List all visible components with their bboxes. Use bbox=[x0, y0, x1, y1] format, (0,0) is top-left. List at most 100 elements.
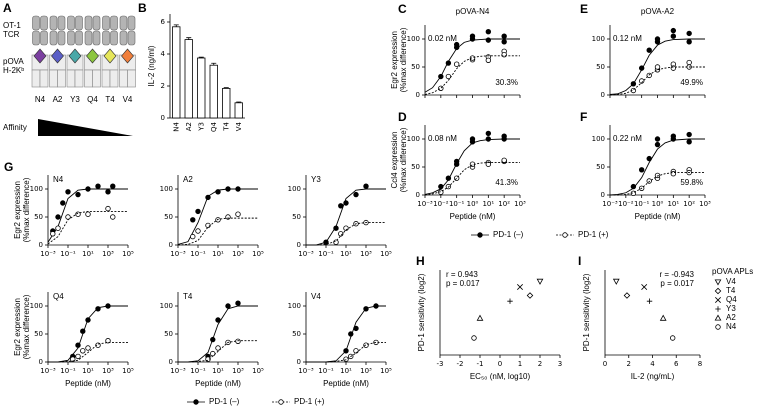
legend-label: T4 bbox=[726, 286, 736, 295]
panel-letter: D bbox=[398, 110, 407, 124]
error-bar bbox=[211, 62, 217, 66]
legend-title: pOVA APLs bbox=[712, 267, 753, 276]
tcr-chain bbox=[127, 15, 136, 31]
x-tick-label: 10⁵ bbox=[252, 367, 264, 375]
panel-letter: A bbox=[3, 1, 12, 15]
tcr-chain bbox=[49, 30, 58, 46]
marker bbox=[485, 37, 492, 43]
bar bbox=[197, 57, 206, 119]
marker bbox=[670, 171, 677, 177]
panel-letter: F bbox=[580, 110, 587, 124]
y-axis-label: Egr2 expression bbox=[13, 298, 22, 356]
x-tick-label: Q4 bbox=[210, 121, 218, 132]
marker bbox=[60, 200, 66, 206]
mhc-label: H-2Kᵇ bbox=[3, 66, 24, 75]
x-tick-label: 10¹ bbox=[82, 250, 94, 258]
marker bbox=[686, 39, 692, 45]
marker bbox=[562, 232, 568, 238]
marker bbox=[714, 314, 722, 321]
column-title: pOVA-N4 bbox=[456, 7, 490, 16]
y-tick-label: 0 bbox=[416, 191, 420, 199]
fit-curve bbox=[609, 66, 705, 96]
variant-label: T4 bbox=[105, 95, 115, 104]
marker bbox=[105, 338, 111, 344]
marker bbox=[85, 345, 91, 351]
annotation: 0.02 nM bbox=[428, 34, 457, 43]
marker bbox=[638, 78, 645, 84]
bar bbox=[234, 102, 243, 119]
marker bbox=[485, 130, 492, 137]
x-tick-label: Y3 bbox=[197, 122, 205, 132]
peptide bbox=[103, 48, 117, 64]
y-tick-label: 100 bbox=[160, 302, 173, 310]
annotation: p = 0.017 bbox=[660, 279, 694, 288]
y-tick-label: 6 bbox=[161, 18, 166, 26]
y-tick-label: 0 bbox=[39, 241, 43, 249]
marker bbox=[477, 232, 483, 238]
marker bbox=[65, 189, 71, 195]
variant-label: V4 bbox=[123, 95, 133, 104]
annotation: r = -0.943 bbox=[660, 270, 695, 279]
x-tick-label: -2 bbox=[457, 360, 464, 368]
marker bbox=[659, 314, 667, 321]
marker bbox=[485, 136, 492, 142]
mhc bbox=[127, 69, 136, 88]
x-tick-label: 1 bbox=[518, 360, 522, 368]
tcr-label: OT-1 bbox=[3, 21, 21, 30]
marker bbox=[501, 51, 507, 58]
y-tick-label: 0 bbox=[297, 241, 301, 249]
y-axis-label: IL-2 (ng/ml) bbox=[147, 45, 156, 86]
y-tick-label: 100 bbox=[160, 185, 173, 193]
marker bbox=[638, 167, 645, 173]
marker bbox=[55, 214, 61, 220]
legend-label: N4 bbox=[726, 322, 737, 331]
legend-label: PD-1 (+) bbox=[578, 230, 609, 239]
variant-label: Y3 bbox=[70, 95, 80, 104]
fit-curve bbox=[178, 305, 258, 363]
marker bbox=[363, 183, 369, 189]
peptide bbox=[51, 48, 64, 64]
x-tick-label: 10⁻² bbox=[433, 200, 449, 208]
panel-letter: I bbox=[578, 254, 581, 268]
marker bbox=[686, 59, 692, 66]
marker bbox=[623, 292, 631, 299]
y-tick-label: 50 bbox=[164, 213, 173, 221]
bar bbox=[209, 64, 218, 119]
marker bbox=[612, 278, 620, 285]
y-tick-label: 100 bbox=[407, 35, 420, 43]
fit-curve bbox=[306, 188, 386, 246]
tcr-chain bbox=[40, 15, 48, 31]
marker bbox=[195, 208, 201, 215]
x-tick-label: 10⁻³ bbox=[602, 200, 618, 208]
error-bar bbox=[198, 56, 204, 58]
x-tick-label: 10⁻¹ bbox=[318, 367, 334, 375]
marker bbox=[501, 157, 507, 163]
marker bbox=[225, 214, 231, 220]
peptide bbox=[68, 48, 82, 64]
x-tick-label: 10¹ bbox=[340, 367, 352, 375]
x-tick-label: 10³ bbox=[360, 367, 372, 375]
mhc bbox=[39, 69, 49, 88]
y-tick-label: 50 bbox=[34, 213, 43, 221]
fit-curve bbox=[177, 188, 258, 245]
marker bbox=[501, 39, 507, 45]
marker bbox=[485, 29, 492, 35]
error-bar bbox=[173, 24, 179, 27]
marker bbox=[686, 131, 692, 138]
x-tick-label: -1 bbox=[477, 360, 484, 368]
marker bbox=[715, 324, 721, 330]
marker bbox=[469, 136, 476, 142]
mhc bbox=[66, 69, 76, 88]
marker bbox=[714, 287, 722, 295]
x-tick-label: 10¹ bbox=[482, 200, 494, 208]
panel-title: V4 bbox=[311, 292, 321, 301]
x-axis-label: Peptide (nM) bbox=[65, 379, 111, 388]
marker bbox=[507, 298, 513, 304]
y-tick-label: 100 bbox=[288, 302, 301, 310]
fit-curve bbox=[47, 188, 128, 243]
marker bbox=[485, 57, 492, 63]
tcr-chain bbox=[127, 30, 136, 46]
y-axis-label: (%max difference) bbox=[399, 127, 408, 192]
x-axis-label: EC₅₀ (nM, log10) bbox=[470, 372, 531, 381]
marker bbox=[215, 345, 221, 351]
